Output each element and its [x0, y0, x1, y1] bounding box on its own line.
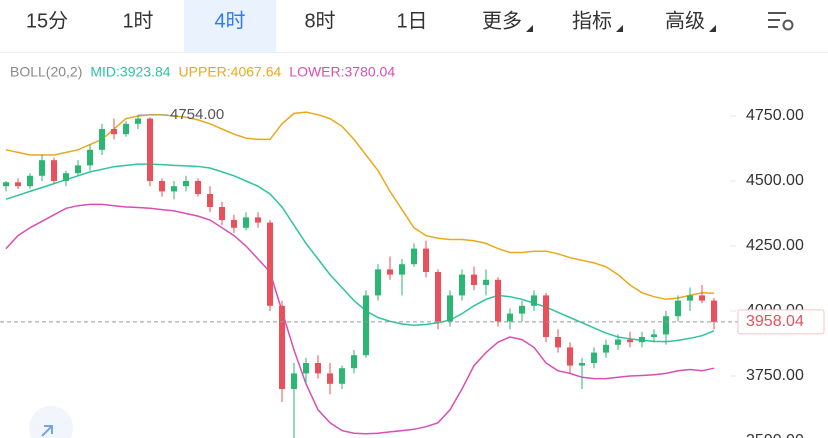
- candle-body: [63, 173, 69, 181]
- candle-body: [555, 337, 561, 348]
- candle-body: [423, 248, 429, 272]
- candle-body: [15, 182, 21, 187]
- legend-entry: LOWER:3780.04: [289, 64, 395, 80]
- y-tick-label: 4500.00: [746, 172, 804, 189]
- tab[interactable]: 1日: [396, 10, 427, 32]
- candle-body: [579, 363, 585, 366]
- tab-bar: [0, 0, 828, 52]
- tab[interactable]: 更多: [482, 9, 522, 32]
- candle-body: [147, 118, 153, 181]
- candle-body: [507, 313, 513, 322]
- candle-body: [435, 272, 441, 322]
- candle-body: [123, 123, 129, 135]
- candle-body: [195, 181, 201, 194]
- candle-body: [651, 334, 657, 337]
- candle-body: [75, 165, 81, 174]
- candle-body: [627, 339, 633, 343]
- candle-body: [159, 181, 165, 192]
- candle-body: [675, 300, 681, 317]
- candle-body: [711, 300, 717, 322]
- y-tick-label: 3750.00: [746, 367, 804, 384]
- tab[interactable]: 1时: [122, 9, 153, 32]
- candle-body: [135, 118, 141, 124]
- annotation-label: 4754.00: [170, 106, 224, 123]
- candle-body: [411, 248, 417, 265]
- tab[interactable]: 指标: [572, 9, 612, 32]
- candle-body: [687, 295, 693, 301]
- tab[interactable]: 8时: [304, 9, 335, 32]
- scroll-button[interactable]: [29, 406, 73, 438]
- price-axis: 3500.003750.004000.004250.004500.004750.…: [730, 107, 804, 438]
- candle-body: [255, 217, 261, 223]
- indicator-name: BOLL(20,2): [10, 64, 82, 80]
- legend-entry: MID:3923.84: [90, 64, 170, 80]
- candle-body: [603, 344, 609, 353]
- legend: BOLL(20,2) MID:3923.84 UPPER:4067.64 LOWER:…: [10, 64, 395, 80]
- candle-body: [351, 355, 357, 369]
- candle-body: [639, 337, 645, 343]
- candle-body: [279, 305, 285, 389]
- candle-body: [447, 295, 453, 322]
- candle-body: [51, 160, 57, 181]
- candle-body: [315, 363, 321, 374]
- candle-body: [171, 186, 177, 192]
- candle-body: [543, 295, 549, 337]
- candle-body: [3, 182, 9, 187]
- candle-body: [615, 339, 621, 345]
- candle-body: [699, 295, 705, 301]
- candle-body: [591, 352, 597, 363]
- candle-body: [39, 160, 45, 176]
- dropdown-caret: [526, 25, 533, 32]
- candle-body: [87, 149, 93, 166]
- candle-body: [219, 207, 225, 220]
- candle-body: [207, 194, 213, 207]
- candle-body: [339, 368, 345, 384]
- candle-body: [327, 373, 333, 384]
- tab-selected-bg: [184, 0, 276, 52]
- candle-body: [231, 220, 237, 228]
- tab[interactable]: 15分: [26, 9, 68, 32]
- plot-area: 4754.00: [3, 106, 717, 438]
- candle-body: [663, 316, 669, 335]
- candle-body: [363, 295, 369, 356]
- candle-body: [483, 279, 489, 285]
- candle-body: [303, 363, 309, 374]
- bollinger-line: [5, 163, 715, 343]
- dropdown-caret: [709, 25, 716, 32]
- candle-body: [291, 373, 297, 389]
- candle-body: [375, 269, 381, 296]
- y-tick-label: 4750.00: [746, 107, 804, 124]
- tab[interactable]: 高级: [665, 9, 705, 32]
- candle-body: [183, 181, 189, 187]
- candle-body: [99, 129, 105, 150]
- tabs: 15分 1时 4时 8时 1日 更多 指标 高级: [26, 0, 716, 52]
- candle-body: [267, 222, 273, 306]
- bollinger-line: [5, 111, 715, 301]
- candle-body: [111, 129, 117, 135]
- candle-body: [459, 274, 465, 296]
- y-tick-label: 3500.00: [746, 432, 804, 438]
- candle-body: [27, 175, 33, 187]
- candle-body: [243, 217, 249, 228]
- candle-body: [387, 269, 393, 275]
- y-tick-label: 4250.00: [746, 237, 804, 254]
- settings-icon[interactable]: [768, 12, 794, 31]
- legend-entry: UPPER:4067.64: [179, 64, 282, 80]
- candle-body: [495, 279, 501, 322]
- last-price-label: 3958.04: [746, 313, 804, 330]
- bollinger-line: [5, 203, 715, 435]
- candle-body: [471, 274, 477, 285]
- candle-body: [519, 305, 525, 314]
- candle-body: [531, 295, 537, 306]
- tab[interactable]: 4时: [214, 9, 245, 32]
- last-price-tag: [737, 309, 825, 335]
- dropdown-caret: [616, 25, 623, 32]
- candle-body: [399, 264, 405, 275]
- candle-body: [567, 347, 573, 366]
